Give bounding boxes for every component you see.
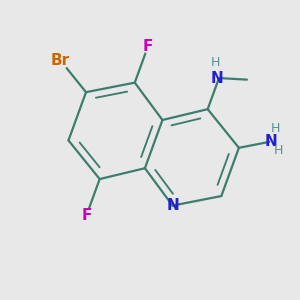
Text: H: H: [271, 122, 281, 134]
Text: N: N: [166, 198, 179, 213]
Text: N: N: [264, 134, 277, 149]
Text: H: H: [211, 56, 220, 69]
Text: F: F: [143, 39, 153, 54]
Text: F: F: [81, 208, 92, 223]
Text: Br: Br: [51, 53, 70, 68]
Text: H: H: [274, 144, 283, 157]
Text: N: N: [210, 70, 223, 86]
